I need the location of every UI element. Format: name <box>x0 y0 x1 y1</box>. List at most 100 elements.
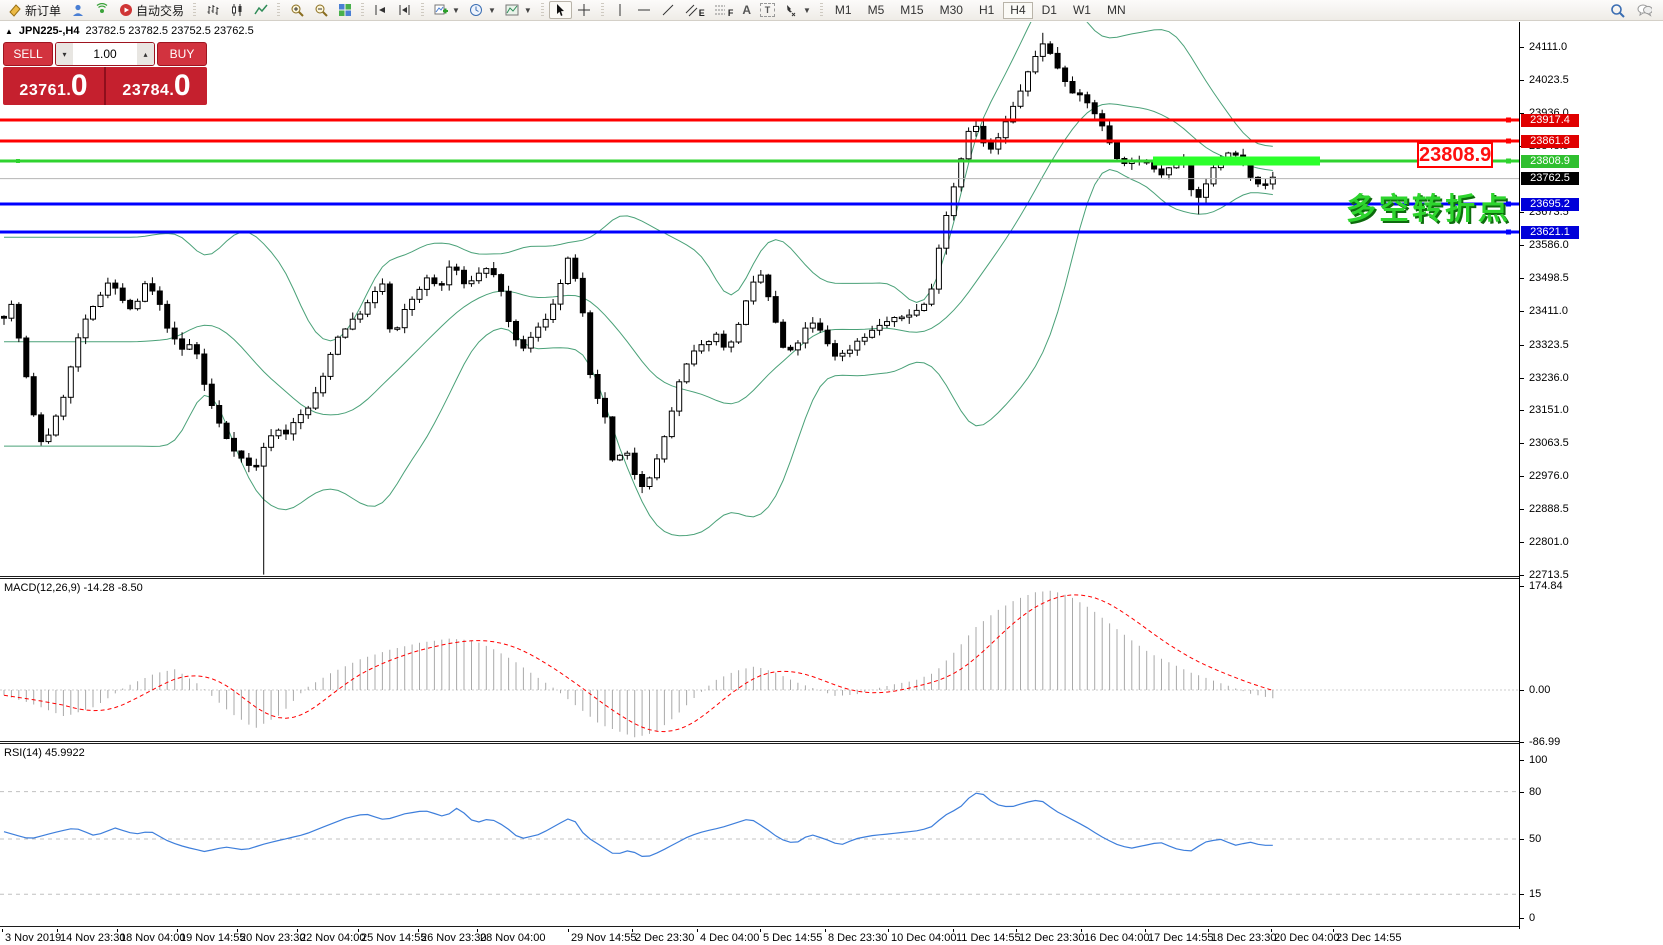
collapse-arrow-icon[interactable]: ▲ <box>5 26 13 36</box>
line-handle[interactable] <box>1506 138 1511 144</box>
bull-candle <box>564 257 571 285</box>
dropdown-caret: ▼ <box>452 5 460 15</box>
periods-dropdown[interactable]: ▼ <box>465 1 500 19</box>
horizontal-line-tool-button[interactable] <box>633 1 656 19</box>
bull-candle <box>1203 183 1209 198</box>
profile-icon <box>70 3 85 18</box>
new-order-button[interactable]: 新订单 <box>3 1 65 19</box>
line-chart-button[interactable] <box>249 1 272 19</box>
templates-dropdown[interactable]: ▼ <box>501 1 536 19</box>
time-tick-label: 14 Nov 23:30 <box>60 932 126 944</box>
buy-price-big-digit: 0 <box>173 69 191 102</box>
bull-candle <box>475 272 482 282</box>
arrows-tool-dropdown[interactable]: ▼ <box>780 1 815 19</box>
timeframe-button-w1[interactable]: W1 <box>1066 2 1098 19</box>
bear-candle <box>1114 142 1120 160</box>
chat-button[interactable] <box>1633 1 1656 19</box>
timeframe-button-m5[interactable]: M5 <box>861 2 892 19</box>
channel-tool-button[interactable]: E <box>681 1 709 19</box>
rsi-canvas[interactable] <box>0 745 1519 926</box>
macd-signal-line <box>3 594 1273 733</box>
auto-scroll-button[interactable] <box>369 1 392 19</box>
fibonacci-tool-button[interactable]: F <box>710 1 738 19</box>
sell-button[interactable]: SELL <box>3 42 53 66</box>
bear-candle <box>245 457 252 466</box>
vertical-line-tool-button[interactable] <box>609 1 632 19</box>
level-price-label: 23621.1 <box>1521 225 1579 239</box>
buy-button[interactable]: BUY <box>157 42 207 66</box>
mql-community-button[interactable] <box>66 1 89 19</box>
line-handle[interactable] <box>1506 201 1511 207</box>
timeframe-button-mn[interactable]: MN <box>1100 2 1133 19</box>
panel-separator[interactable] <box>0 741 1519 744</box>
line-handle[interactable] <box>1506 158 1511 164</box>
buy-price[interactable]: 23784. 0 <box>106 67 207 105</box>
new-chart-dropdown[interactable]: ▼ <box>429 1 464 19</box>
price-chart-canvas[interactable] <box>0 22 1519 576</box>
time-axis[interactable]: 3 Nov 2019 14 Nov 23:30 18 Nov 04:00 19 Nov… <box>0 929 1663 945</box>
trendline-tool-button[interactable] <box>657 1 680 19</box>
bear-candle <box>1047 43 1054 54</box>
line-handle[interactable] <box>1506 229 1511 235</box>
axis-tick <box>1520 542 1524 544</box>
text-tool-button[interactable]: A <box>738 1 755 19</box>
bear-candle <box>164 303 171 329</box>
auto-trading-button[interactable]: 自动交易 <box>114 1 188 19</box>
timeframe-button-m1[interactable]: M1 <box>828 2 859 19</box>
zoom-out-button[interactable] <box>309 1 332 19</box>
search-button[interactable] <box>1606 1 1629 19</box>
axis-tick <box>1520 46 1524 48</box>
timeframe-button-d1[interactable]: D1 <box>1035 2 1064 19</box>
timeframe-button-m30[interactable]: M30 <box>933 2 970 19</box>
volume-up-button[interactable]: ▴ <box>137 43 154 65</box>
macd-canvas[interactable] <box>0 580 1519 741</box>
axis-tick <box>1520 586 1524 588</box>
time-tick-label: 18 Nov 04:00 <box>120 932 186 944</box>
time-tick <box>297 929 298 932</box>
chart-shift-button[interactable] <box>393 1 416 19</box>
price-annotation-box[interactable]: 23808.9 <box>1417 142 1493 168</box>
bear-candle <box>1069 81 1076 94</box>
cursor-tool-button[interactable] <box>548 1 572 19</box>
timeframe-button-m15[interactable]: M15 <box>893 2 930 19</box>
bull-candle <box>134 300 141 310</box>
tile-windows-button[interactable] <box>333 1 356 19</box>
turning-point-text[interactable]: 多空转折点 <box>1346 193 1511 226</box>
bull-candle <box>713 333 720 343</box>
tile-windows-icon <box>337 3 352 18</box>
timeframe-button-h4[interactable]: H4 <box>1003 1 1033 19</box>
bull-candle <box>542 318 549 328</box>
volume-down-button[interactable]: ▾ <box>56 43 73 65</box>
bear-candle <box>498 274 505 292</box>
bear-candle <box>520 339 527 349</box>
bear-candle <box>119 287 126 301</box>
line-handle[interactable] <box>16 159 20 163</box>
bull-candle <box>8 303 15 319</box>
macd-label: MACD(12,26,9) -14.28 -8.50 <box>4 582 143 594</box>
line-handle[interactable] <box>1506 117 1511 123</box>
volume-value[interactable]: 1.00 <box>73 43 137 65</box>
zoom-in-button[interactable] <box>285 1 308 19</box>
panel-separator[interactable] <box>0 576 1519 579</box>
broadcast-button[interactable] <box>90 1 113 19</box>
candlestick-chart-button[interactable] <box>225 1 248 19</box>
text-label-tool-button[interactable]: T <box>756 1 779 19</box>
time-tick-label: 20 Nov 23:30 <box>240 932 306 944</box>
sell-price[interactable]: 23761. 0 <box>3 67 104 105</box>
crosshair-tool-button[interactable] <box>573 1 596 19</box>
timeframe-button-h1[interactable]: H1 <box>972 2 1001 19</box>
time-tick <box>418 929 419 932</box>
bull-candle <box>357 313 364 320</box>
bar-chart-button[interactable] <box>201 1 224 19</box>
bull-candle <box>1210 167 1217 185</box>
green-trend-segment[interactable] <box>1153 156 1320 166</box>
bear-candle <box>201 353 208 385</box>
timeframe-group: M1 M5 M15 M30 H1 H4 D1 W1 MN <box>828 1 1133 19</box>
auto-trading-label: 自动交易 <box>136 3 185 18</box>
bollinger-lower-band <box>4 168 1273 537</box>
time-tick <box>117 929 118 932</box>
price-axis[interactable]: 24111.024023.523936.023848.523673.523586… <box>1519 22 1663 929</box>
bull-candle <box>913 309 920 316</box>
bar-chart-icon <box>205 3 220 18</box>
bear-candle <box>572 257 579 279</box>
